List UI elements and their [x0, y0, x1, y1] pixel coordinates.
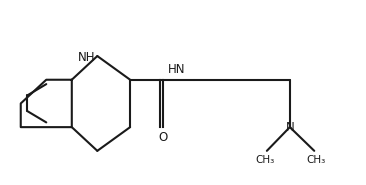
- Text: N: N: [285, 121, 294, 134]
- Text: CH₃: CH₃: [306, 155, 326, 165]
- Text: O: O: [158, 131, 168, 144]
- Text: HN: HN: [168, 63, 185, 76]
- Text: NH: NH: [78, 51, 95, 64]
- Text: CH₃: CH₃: [255, 155, 274, 165]
